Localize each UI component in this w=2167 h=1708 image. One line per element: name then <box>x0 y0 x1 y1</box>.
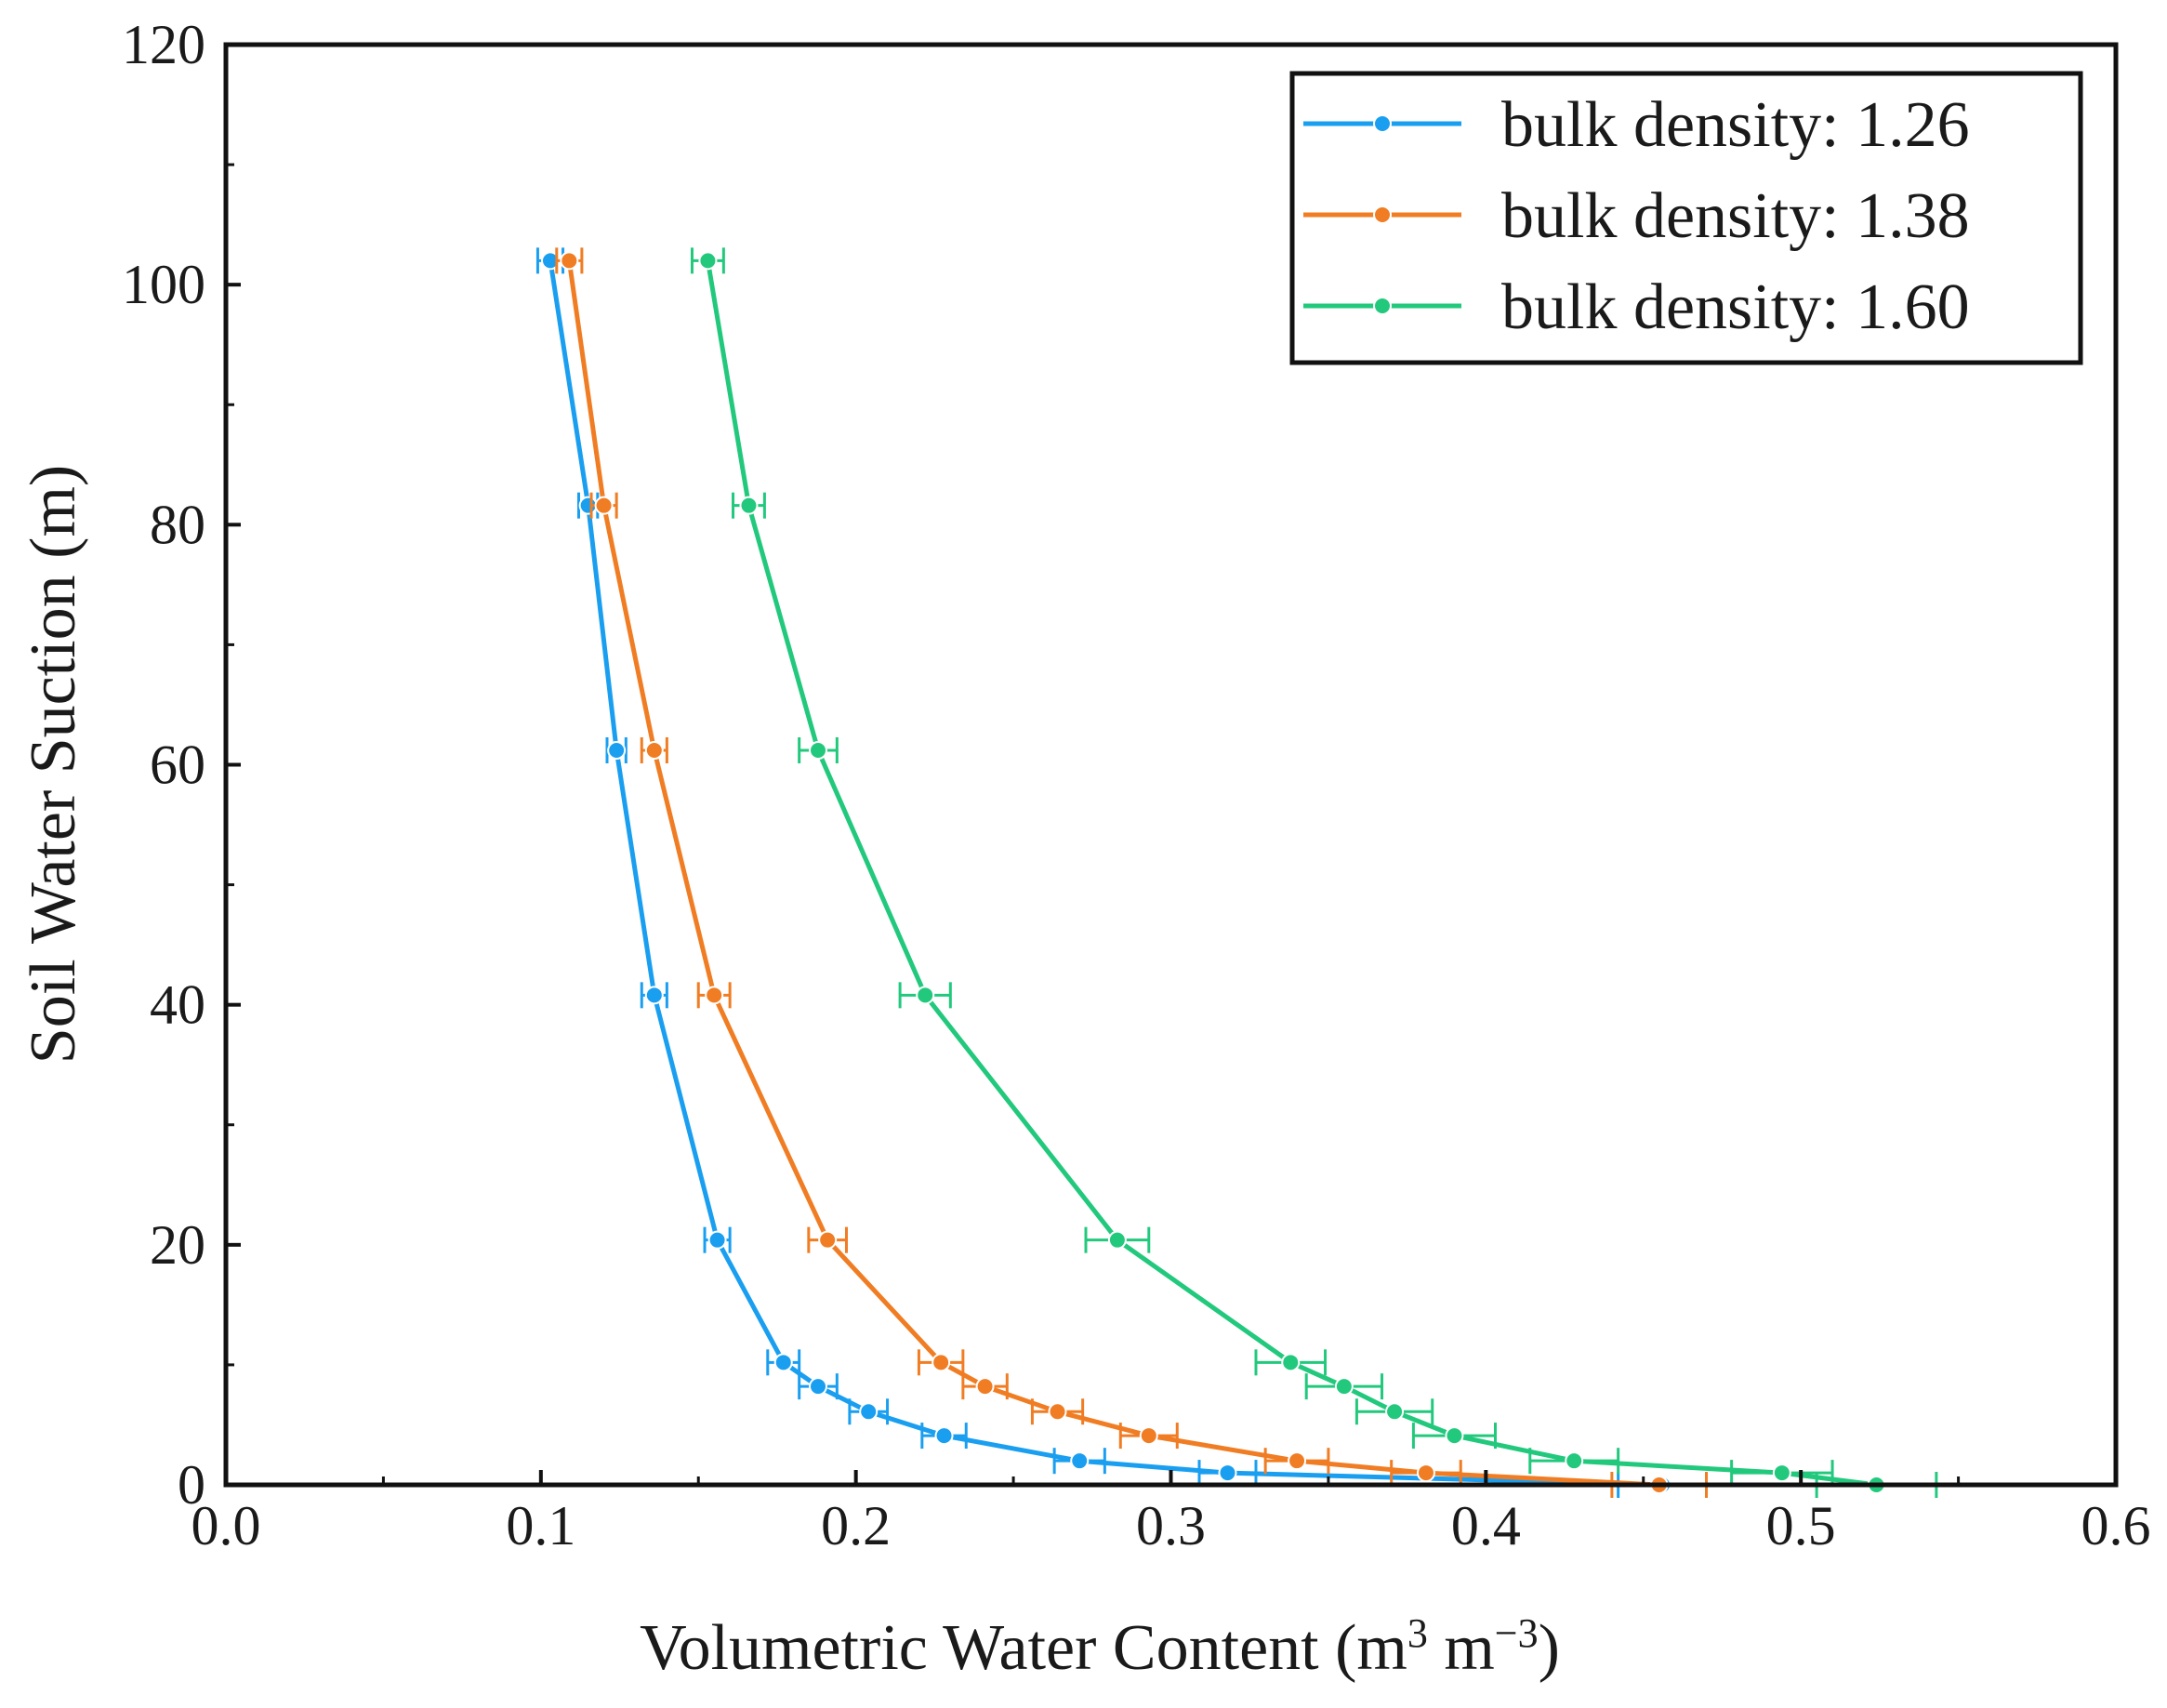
data-point <box>1416 1463 1435 1483</box>
data-point <box>1107 1230 1127 1250</box>
data-point <box>1445 1426 1464 1446</box>
y-tick-label: 80 <box>150 494 205 555</box>
data-point <box>818 1230 838 1250</box>
legend-marker <box>1373 205 1392 224</box>
y-tick-label: 120 <box>122 14 205 75</box>
x-tick-label: 0.1 <box>506 1495 575 1556</box>
data-point <box>1218 1463 1237 1483</box>
data-point <box>1565 1451 1584 1471</box>
data-point <box>1070 1451 1090 1471</box>
series-2 <box>555 247 1709 1498</box>
data-point <box>859 1402 879 1422</box>
y-tick-label: 20 <box>150 1214 205 1276</box>
series-line <box>705 259 1877 1488</box>
data-point <box>1772 1463 1791 1483</box>
y-axis-title: Soil Water Suction (m) <box>18 465 89 1064</box>
data-point <box>932 1353 951 1372</box>
y-tick-label: 40 <box>150 974 205 1036</box>
data-point <box>1139 1426 1158 1446</box>
data-point <box>705 986 724 1005</box>
data-point <box>809 1377 828 1397</box>
x-tick-label: 0.3 <box>1136 1495 1206 1556</box>
data-point <box>975 1377 995 1397</box>
legend-item-2: bulk density: 1.38 <box>1303 180 1970 252</box>
series-1 <box>535 247 1709 1498</box>
data-point <box>934 1426 954 1446</box>
series-layer <box>535 247 1938 1498</box>
data-point <box>1385 1402 1405 1422</box>
y-tick-label: 100 <box>122 254 205 315</box>
axes-layer: 0.0 0.1 0.2 0.3 0.4 0.5 0.6 0 20 40 60 80 100 120 <box>122 14 2151 1556</box>
legend-label: bulk density: 1.38 <box>1501 180 1970 252</box>
data-point <box>707 1230 727 1250</box>
x-tick-label: 0.4 <box>1451 1495 1521 1556</box>
series-3 <box>690 247 1938 1498</box>
legend-marker <box>1373 297 1392 315</box>
legend-marker <box>1373 114 1392 133</box>
data-point <box>644 986 664 1005</box>
legend-label: bulk density: 1.26 <box>1501 89 1970 161</box>
data-point <box>1281 1353 1301 1372</box>
series-line <box>548 260 1663 1488</box>
data-point <box>739 496 759 515</box>
data-point <box>594 496 614 515</box>
x-tick-label: 0.6 <box>2081 1495 2151 1556</box>
data-point <box>773 1353 793 1372</box>
x-tick-label: 0.0 <box>192 1495 261 1556</box>
data-point <box>1288 1451 1307 1471</box>
data-point <box>698 251 718 271</box>
legend-item-1: bulk density: 1.26 <box>1303 89 1970 161</box>
legend: bulk density: 1.26 bulk density: 1.38 bulk… <box>1289 71 2083 365</box>
x-tick-label: 0.2 <box>821 1495 891 1556</box>
data-point <box>1334 1377 1354 1397</box>
data-point <box>1048 1402 1067 1422</box>
series-line <box>566 260 1659 1488</box>
y-tick-label: 0 <box>178 1454 205 1516</box>
legend-item-3: bulk density: 1.60 <box>1303 271 1970 343</box>
data-point <box>916 986 935 1005</box>
data-point <box>809 741 828 761</box>
x-axis-title: Volumetric Water Content (m3 m−3) <box>640 1610 1560 1685</box>
data-point <box>560 251 579 271</box>
data-point <box>644 741 664 761</box>
y-tick-label: 60 <box>150 735 205 796</box>
data-point <box>607 741 627 761</box>
legend-label: bulk density: 1.60 <box>1501 271 1970 343</box>
x-tick-label: 0.5 <box>1766 1495 1836 1556</box>
